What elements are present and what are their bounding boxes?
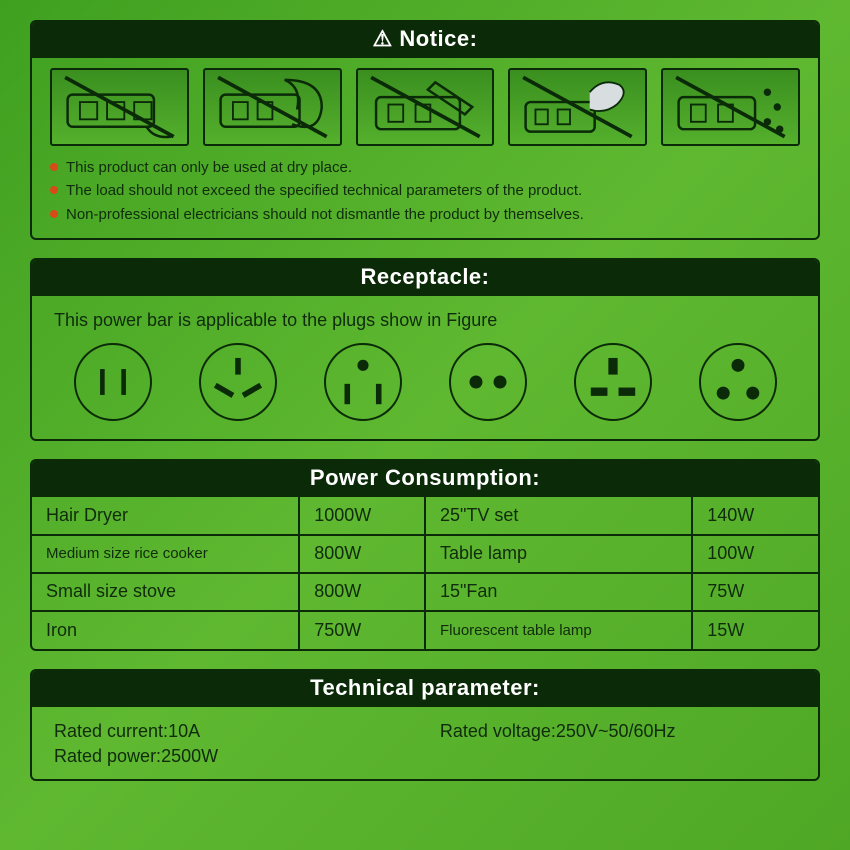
notice-title: ⚠ Notice:: [32, 22, 818, 58]
pc-item-name: Fluorescent table lamp: [425, 611, 692, 649]
pc-item-name: 25"TV set: [425, 497, 692, 535]
notice-panel: ⚠ Notice:: [30, 20, 820, 240]
pc-item-watt: 140W: [692, 497, 818, 535]
tp-current-value: 10A: [168, 721, 200, 741]
pc-item-watt: 100W: [692, 535, 818, 573]
table-row: Small size stove 800W 15"Fan 75W: [32, 573, 818, 611]
plug-three-round: [699, 343, 777, 421]
plug-uk-three-rect: [574, 343, 652, 421]
pc-item-watt: 750W: [299, 611, 425, 649]
pc-item-name: 15"Fan: [425, 573, 692, 611]
power-consumption-title: Power Consumption:: [32, 461, 818, 497]
pc-item-name: Medium size rice cooker: [32, 535, 299, 573]
plug-two-flat-one-round: [324, 343, 402, 421]
tp-voltage-label: Rated voltage:: [440, 721, 556, 741]
table-row: Hair Dryer 1000W 25"TV set 140W: [32, 497, 818, 535]
pc-item-name: Hair Dryer: [32, 497, 299, 535]
technical-panel: Technical parameter: Rated current:10A R…: [30, 669, 820, 781]
notice-bullet: The load should not exceed the specified…: [50, 179, 800, 202]
notice-icon-no-pull-cord: [203, 68, 342, 146]
notice-icon-no-wet-hands: [508, 68, 647, 146]
table-row: Iron 750W Fluorescent table lamp 15W: [32, 611, 818, 649]
plug-three-flat-angled: [199, 343, 277, 421]
notice-icon-no-overload: [50, 68, 189, 146]
receptacle-panel: Receptacle: This power bar is applicable…: [30, 258, 820, 441]
power-consumption-table: Hair Dryer 1000W 25"TV set 140W Medium s…: [32, 497, 818, 649]
table-row: Medium size rice cooker 800W Table lamp …: [32, 535, 818, 573]
plug-two-flat-vertical: [74, 343, 152, 421]
receptacle-title: Receptacle:: [32, 260, 818, 296]
receptacle-text: This power bar is applicable to the plug…: [54, 310, 800, 331]
pc-item-name: Small size stove: [32, 573, 299, 611]
notice-icon-row: [50, 68, 800, 146]
tp-current-label: Rated current:: [54, 721, 168, 741]
tp-voltage-value: 250V~50/60Hz: [556, 721, 676, 741]
plug-two-round: [449, 343, 527, 421]
notice-icon-no-water-splash: [661, 68, 800, 146]
pc-item-watt: 75W: [692, 573, 818, 611]
pc-item-watt: 800W: [299, 535, 425, 573]
notice-bullet: This product can only be used at dry pla…: [50, 156, 800, 179]
power-consumption-panel: Power Consumption: Hair Dryer 1000W 25"T…: [30, 459, 820, 651]
notice-bullets: This product can only be used at dry pla…: [50, 156, 800, 226]
pc-item-name: Table lamp: [425, 535, 692, 573]
tp-power-label: Rated power:: [54, 746, 161, 766]
tp-power-value: 2500W: [161, 746, 218, 766]
notice-icon-no-disassemble: [356, 68, 495, 146]
pc-item-watt: 1000W: [299, 497, 425, 535]
notice-bullet: Non-professional electricians should not…: [50, 203, 800, 226]
technical-title: Technical parameter:: [32, 671, 818, 707]
pc-item-watt: 15W: [692, 611, 818, 649]
plug-row: [50, 343, 800, 427]
pc-item-name: Iron: [32, 611, 299, 649]
pc-item-watt: 800W: [299, 573, 425, 611]
